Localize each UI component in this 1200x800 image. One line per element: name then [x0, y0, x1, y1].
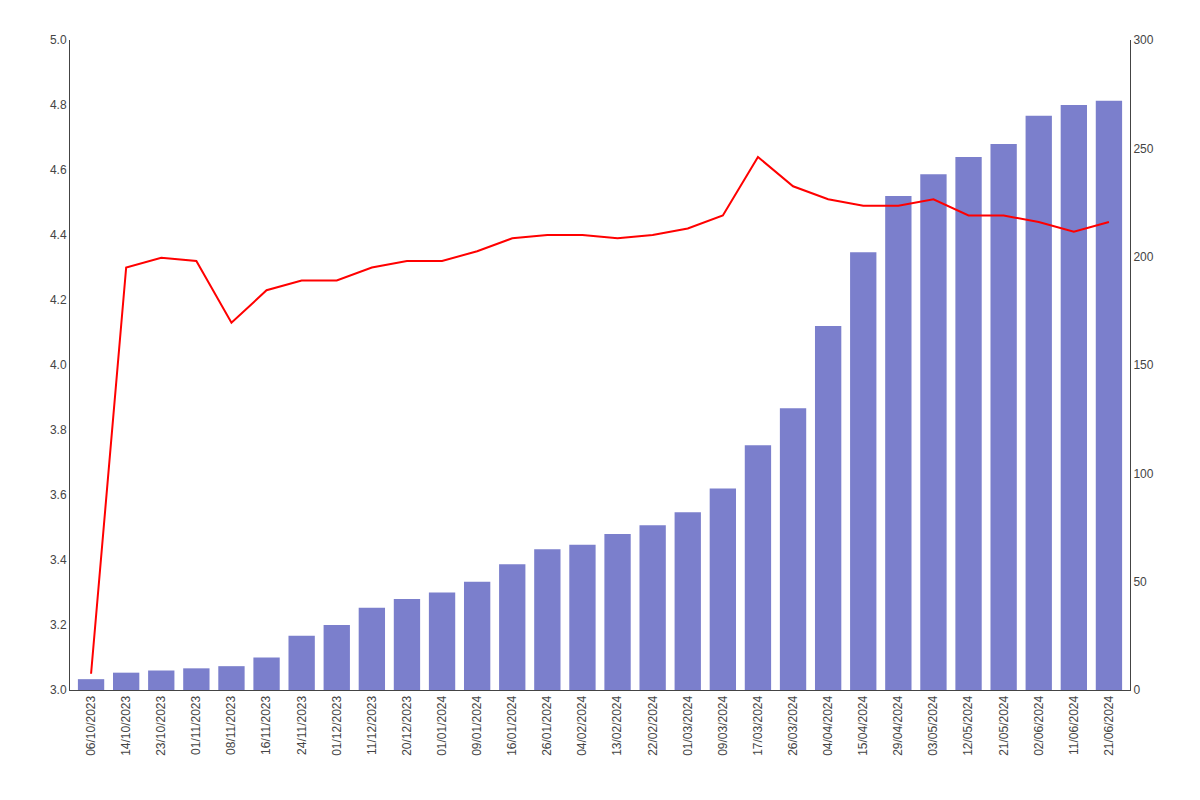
svg-text:24/11/2023: 24/11/2023	[295, 695, 309, 754]
svg-text:08/11/2023: 08/11/2023	[224, 695, 238, 754]
svg-text:16/01/2024: 16/01/2024	[505, 695, 519, 755]
svg-text:22/02/2024: 22/02/2024	[646, 695, 660, 755]
svg-text:150: 150	[1133, 358, 1153, 372]
svg-text:14/10/2023: 14/10/2023	[119, 695, 133, 755]
svg-text:3.0: 3.0	[50, 683, 67, 697]
svg-text:17/03/2024: 17/03/2024	[751, 695, 765, 755]
svg-text:3.4: 3.4	[50, 553, 67, 567]
svg-text:4.4: 4.4	[50, 228, 67, 242]
svg-text:26/01/2024: 26/01/2024	[540, 695, 554, 755]
svg-text:02/06/2024: 02/06/2024	[1032, 695, 1046, 755]
svg-text:21/06/2024: 21/06/2024	[1102, 695, 1116, 755]
svg-text:01/01/2024: 01/01/2024	[435, 695, 449, 755]
svg-text:20/12/2023: 20/12/2023	[400, 695, 414, 755]
svg-text:4.0: 4.0	[50, 358, 67, 372]
svg-text:03/05/2024: 03/05/2024	[926, 695, 940, 755]
svg-text:13/02/2024: 13/02/2024	[610, 695, 624, 755]
svg-text:06/10/2023: 06/10/2023	[84, 695, 98, 755]
svg-text:01/11/2023: 01/11/2023	[189, 695, 203, 754]
svg-text:15/04/2024: 15/04/2024	[856, 695, 870, 755]
svg-text:11/06/2024: 11/06/2024	[1067, 695, 1081, 754]
svg-text:26/03/2024: 26/03/2024	[786, 695, 800, 755]
svg-text:3.6: 3.6	[50, 488, 67, 502]
svg-text:5.0: 5.0	[50, 33, 67, 47]
svg-text:29/04/2024: 29/04/2024	[891, 695, 905, 755]
svg-text:0: 0	[1133, 683, 1140, 697]
svg-text:21/05/2024: 21/05/2024	[997, 695, 1011, 755]
svg-text:3.8: 3.8	[50, 423, 67, 437]
svg-text:12/05/2024: 12/05/2024	[961, 695, 975, 755]
svg-text:09/01/2024: 09/01/2024	[470, 695, 484, 755]
svg-text:11/12/2023: 11/12/2023	[365, 695, 379, 754]
svg-text:04/04/2024: 04/04/2024	[821, 695, 835, 755]
svg-text:23/10/2023: 23/10/2023	[154, 695, 168, 755]
svg-text:4.6: 4.6	[50, 163, 67, 177]
svg-text:300: 300	[1133, 33, 1153, 47]
svg-text:16/11/2023: 16/11/2023	[259, 695, 273, 754]
svg-text:200: 200	[1133, 250, 1153, 264]
svg-text:250: 250	[1133, 142, 1153, 156]
svg-text:01/12/2023: 01/12/2023	[330, 695, 344, 755]
svg-text:100: 100	[1133, 467, 1153, 481]
svg-text:50: 50	[1133, 575, 1147, 589]
svg-text:04/02/2024: 04/02/2024	[575, 695, 589, 755]
svg-text:4.2: 4.2	[50, 293, 67, 307]
svg-text:09/03/2024: 09/03/2024	[716, 695, 730, 755]
svg-text:01/03/2024: 01/03/2024	[681, 695, 695, 755]
svg-text:3.2: 3.2	[50, 618, 67, 632]
svg-text:4.8: 4.8	[50, 98, 67, 112]
